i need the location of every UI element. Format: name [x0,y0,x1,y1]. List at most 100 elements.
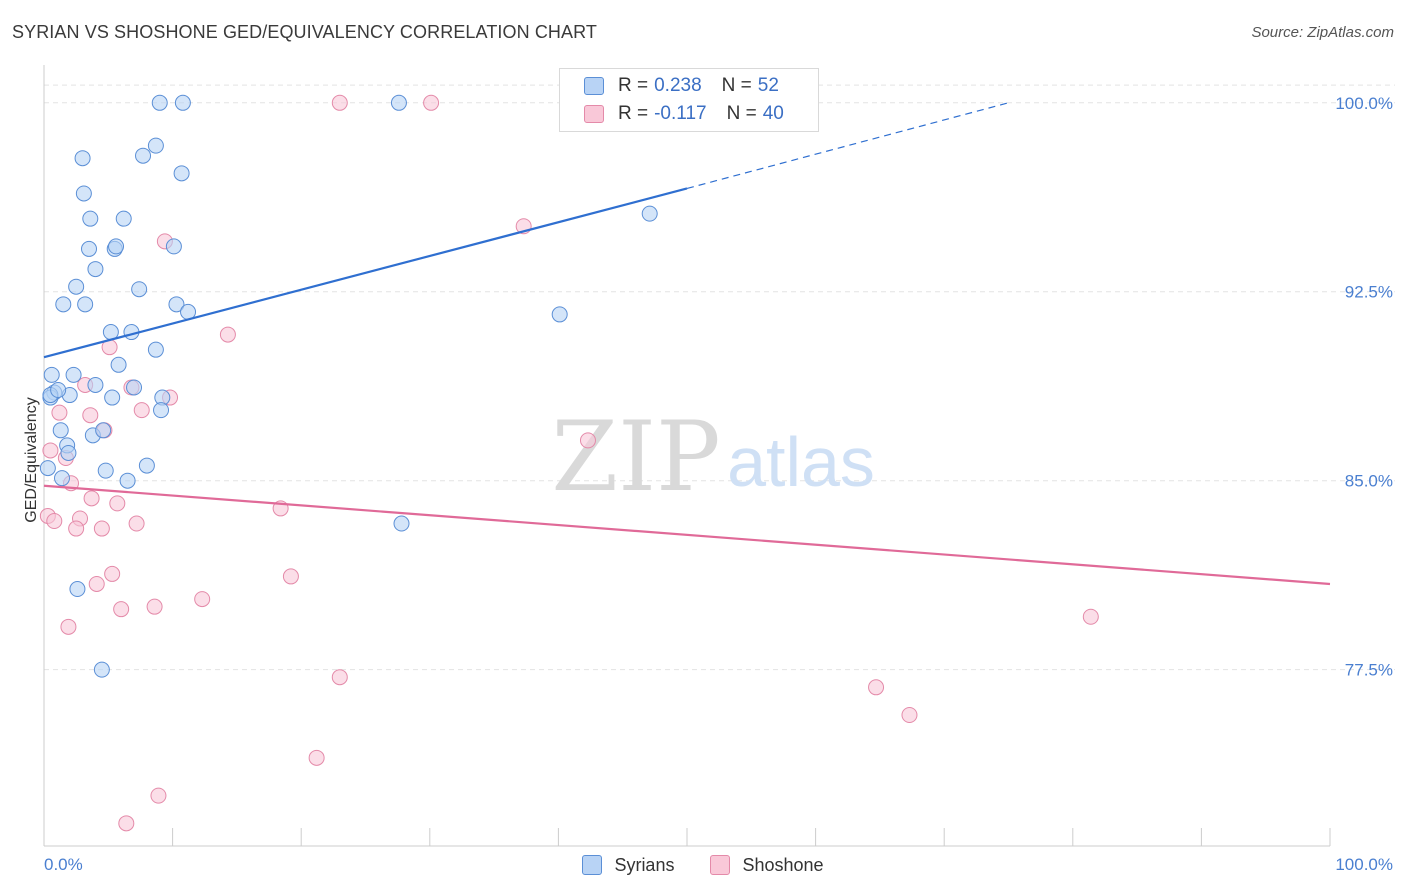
syrian-point [131,281,148,298]
shoshone-swatch [584,105,604,123]
watermark-zip: ZIP [551,401,720,513]
syrian-point [50,381,67,398]
y-tick-label: 92.5% [1345,283,1393,302]
syrian-point [39,460,56,477]
syrian-point [75,185,92,202]
x-tick-label: 100.0% [1335,855,1393,874]
shoshone-point [868,679,885,696]
legend-n-label: N = [721,75,752,96]
syrian-point [60,444,77,461]
legend-r-label: R = [618,75,649,96]
legend-r-label: R = [618,103,649,124]
grid-lines [44,84,1395,671]
syrian-point [69,581,86,598]
legend-n-value: 52 [757,75,779,96]
shoshone-point [146,598,163,615]
syrian-point [165,238,182,255]
shoshone-point [331,669,348,686]
shoshone-point [60,618,77,635]
shoshone-point [46,513,63,530]
shoshone-point [88,575,105,592]
legend-row-shoshone: R = -0.117 N = 40 [584,100,784,128]
shoshone-point [104,565,121,582]
syrian-point [52,422,69,439]
syrians-legend-swatch [582,855,603,875]
syrian-point [43,366,60,383]
syrian-point [390,94,407,111]
shoshone-point [83,490,100,507]
syrian-point [135,147,152,164]
data-points [39,94,1099,832]
shoshone-point [331,94,348,111]
syrian-point [147,341,164,358]
legend-n-value: 40 [762,103,784,124]
shoshone-point [282,568,299,585]
syrian-point [138,457,155,474]
syrian-point [108,238,125,255]
shoshone-point [901,706,918,723]
syrian-trend-extension [686,102,1009,190]
syrian-point [173,165,190,182]
syrians-legend-label: Syrians [614,854,675,875]
syrian-point [97,462,114,479]
syrian-point [77,296,94,313]
syrian-point [95,422,112,439]
syrian-point [126,379,143,396]
syrian-point [115,210,132,227]
syrian-trend-line [43,187,688,359]
source-credit: Source: ZipAtlas.com [1251,24,1394,41]
legend-n-label: N = [726,103,757,124]
legend-item-syrians[interactable]: Syrians [582,855,674,876]
shoshone-point [51,404,68,421]
stats-legend: R = 0.238 N = 52 R = -0.117 N = 40 [559,68,819,132]
syrian-point [55,296,72,313]
syrian-point [104,389,121,406]
y-tick-label: 77.5% [1345,661,1393,680]
syrian-point [119,472,136,489]
trend-lines [43,102,1331,586]
shoshone-point [579,432,596,449]
shoshone-point [133,402,150,419]
syrian-point [551,306,568,323]
syrian-point [174,94,191,111]
syrian-point [147,137,164,154]
chart-title: SYRIAN VS SHOSHONE GED/EQUIVALENCY CORRE… [12,22,597,42]
syrian-point [81,240,98,257]
shoshone-point [308,749,325,766]
shoshone-point [128,515,145,532]
shoshone-legend-swatch [710,855,731,875]
shoshone-legend-label: Shoshone [742,854,824,875]
watermark: ZIP atlas [551,401,875,513]
shoshone-point [1082,608,1099,625]
syrian-point [87,261,104,278]
shoshone-point [82,407,99,424]
shoshone-point [118,815,135,832]
syrian-point [393,515,410,532]
syrian-point [151,94,168,111]
shoshone-point [109,495,126,512]
syrian-point [87,376,104,393]
shoshone-point [68,520,85,537]
shoshone-point [150,787,167,804]
watermark-atlas: atlas [727,423,875,501]
axes [43,65,1331,847]
legend-r-value: 0.238 [654,75,702,96]
shoshone-point [113,601,130,618]
syrian-point [641,205,658,222]
syrian-point [82,210,99,227]
shoshone-point [42,442,59,459]
legend-row-syrians: R = 0.238 N = 52 [584,72,779,100]
syrian-point [110,356,127,373]
shoshone-point [194,591,211,608]
syrian-point [68,278,85,295]
shoshone-point [219,326,236,343]
syrian-point [168,296,185,313]
legend-item-shoshone[interactable]: Shoshone [710,854,824,876]
syrians-swatch [584,77,604,95]
tick-labels: 77.5% 85.0% 92.5% 100.0% 0.0% 100.0% [44,94,1393,874]
shoshone-trend-line [43,484,1331,586]
series-legend: Syrians Shoshone [0,851,1406,879]
legend-r-value: -0.117 [654,103,707,124]
shoshone-point [93,520,110,537]
